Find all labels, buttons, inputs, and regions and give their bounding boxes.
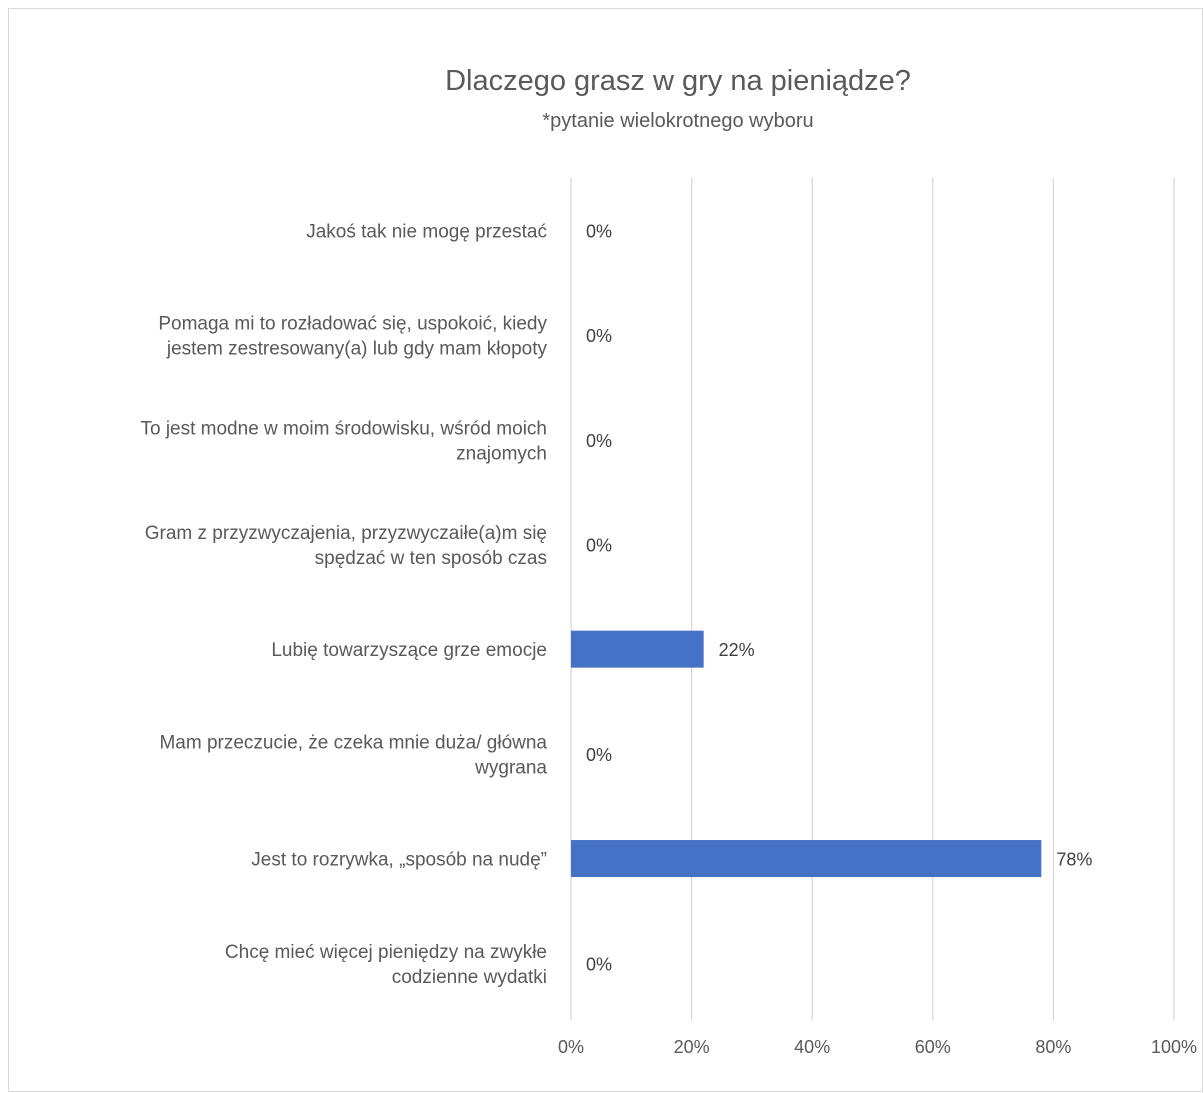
x-tick-label: 20% <box>674 1037 710 1057</box>
data-label: 0% <box>586 745 612 765</box>
category-label: Lubię towarzyszące grze emocje <box>271 640 547 661</box>
x-axis-tick-labels: 0% 20% 40% 60% 80% 100% <box>558 1037 1197 1057</box>
category-label: To jest modne w moim środowisku, wśród m… <box>140 418 547 464</box>
x-tick-label: 0% <box>558 1037 584 1057</box>
data-label: 0% <box>586 431 612 451</box>
data-label: 22% <box>719 640 755 660</box>
gridlines <box>570 178 1175 1020</box>
chart-title: Dlaczego grasz w gry na pieniądze? <box>445 65 911 97</box>
category-label: Mam przeczucie, że czeka mnie duża/ głów… <box>159 732 547 778</box>
data-label: 78% <box>1056 850 1092 870</box>
data-label: 0% <box>586 535 612 555</box>
category-label: Jakoś tak nie mogę przestać <box>306 221 547 242</box>
category-label: Gram z przyzwyczajenia, przyzwyczaiłe(a)… <box>145 523 547 569</box>
category-labels: Jakoś tak nie mogę przestać Pomaga mi to … <box>140 221 547 987</box>
data-label: 0% <box>586 954 612 974</box>
category-label: Jest to rozrywka, „sposób na nudę” <box>251 850 547 871</box>
chart-subtitle: *pytanie wielokrotnego wyboru <box>542 110 813 132</box>
category-label: Chcę mieć więcej pieniędzy na zwykłe codz… <box>225 942 547 988</box>
data-label: 0% <box>586 326 612 346</box>
x-tick-label: 100% <box>1151 1037 1197 1057</box>
chart-frame <box>8 8 1203 1092</box>
bar <box>571 840 1042 878</box>
x-tick-label: 80% <box>1035 1037 1071 1057</box>
category-label: Pomaga mi to rozładować się, uspokoić, k… <box>158 314 547 360</box>
x-tick-label: 40% <box>794 1037 830 1057</box>
bar <box>571 630 704 668</box>
bars <box>571 630 1042 878</box>
x-tick-label: 60% <box>915 1037 951 1057</box>
data-label: 0% <box>586 221 612 241</box>
data-labels: 0% 0% 0% 0% 22% 0% 78% 0% <box>586 221 1092 974</box>
